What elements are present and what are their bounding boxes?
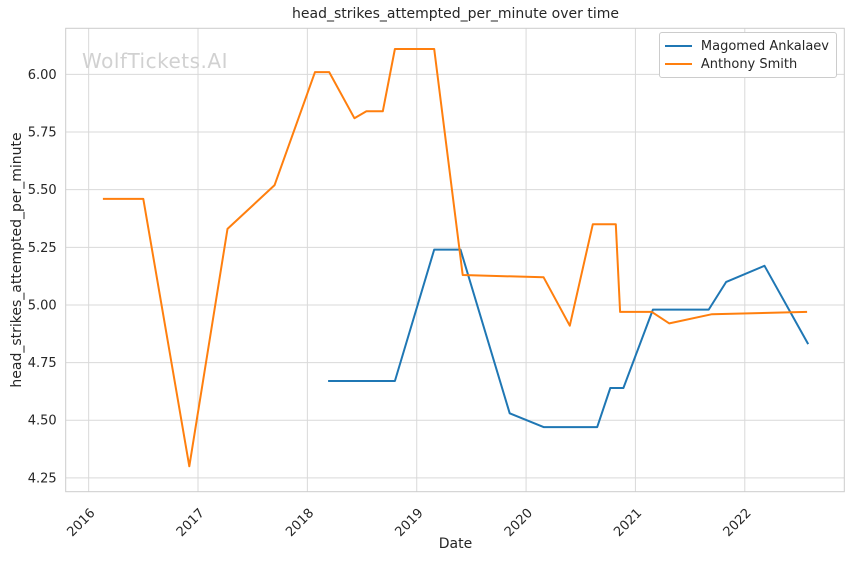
x-axis-label: Date [438, 536, 473, 552]
y-axis-label: head_strikes_attempted_per_minute [9, 132, 25, 388]
y-tick-label: 5.00 [28, 298, 57, 313]
y-tick-label: 5.50 [28, 183, 57, 198]
watermark: WolfTickets.AI [82, 49, 228, 73]
y-tick-label: 4.50 [28, 414, 57, 429]
y-tick-label: 4.25 [28, 471, 57, 486]
y-tick-label: 4.75 [28, 356, 57, 371]
series-line-anthony-smith [102, 48, 808, 468]
x-tick-label: 2022 [721, 506, 755, 540]
x-tick-label: 2020 [502, 506, 536, 540]
x-tick-label: 2017 [174, 506, 208, 540]
series-line-magomed-ankalaev [328, 248, 810, 429]
chart-title: head_strikes_attempted_per_minute over t… [292, 6, 619, 22]
plot-border [65, 27, 845, 493]
legend: Magomed Ankalaev Anthony Smith [658, 32, 837, 78]
x-tick-label: 2021 [611, 506, 645, 540]
legend-label: Anthony Smith [700, 56, 798, 72]
y-tick-label: 5.75 [28, 126, 57, 141]
x-tick-label: 2019 [393, 506, 427, 540]
x-tick-label: 2018 [283, 506, 317, 540]
legend-entry: Magomed Ankalaev [664, 37, 829, 55]
x-tick-label: 2016 [64, 506, 98, 540]
legend-swatch-line [664, 63, 692, 65]
y-tick-label: 5.25 [28, 241, 57, 256]
legend-label: Magomed Ankalaev [700, 38, 829, 54]
legend-entry: Anthony Smith [664, 55, 829, 73]
y-tick-label: 6.00 [28, 68, 57, 83]
legend-swatch-line [664, 45, 692, 47]
